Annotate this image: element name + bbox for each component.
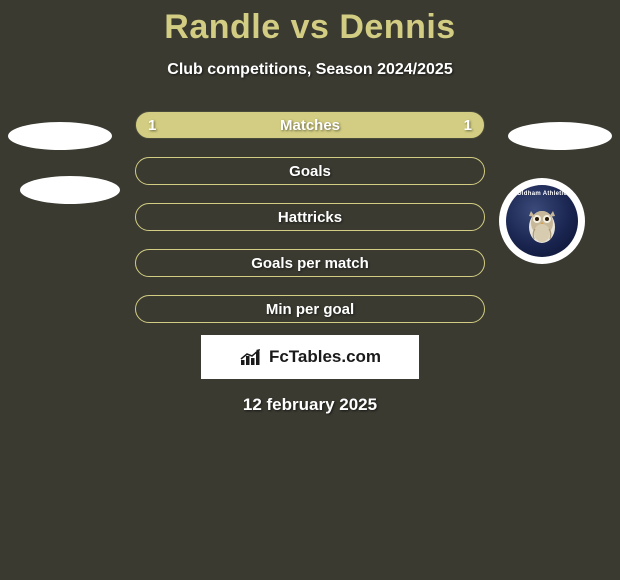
stat-row-matches: 1 Matches 1 <box>135 111 485 139</box>
stat-label: Matches <box>280 117 340 134</box>
stat-bar-goals: Goals <box>135 157 485 185</box>
stat-row-hattricks: Hattricks <box>135 203 485 231</box>
page-title: Randle vs Dennis <box>0 0 620 47</box>
stat-label: Min per goal <box>266 301 354 318</box>
stat-right-value: 1 <box>464 117 472 134</box>
logo-text: FcTables.com <box>269 347 381 367</box>
chart-icon <box>239 347 263 367</box>
stat-bar-matches: 1 Matches 1 <box>135 111 485 139</box>
stats-container: 1 Matches 1 Goals Hattricks Goals per ma… <box>0 111 620 323</box>
stat-row-goals: Goals <box>135 157 485 185</box>
stat-label: Goals per match <box>251 255 369 272</box>
logo-box[interactable]: FcTables.com <box>201 335 419 379</box>
stat-bar-gpm: Goals per match <box>135 249 485 277</box>
stat-row-gpm: Goals per match <box>135 249 485 277</box>
stat-bar-hattricks: Hattricks <box>135 203 485 231</box>
date-text: 12 february 2025 <box>0 395 620 415</box>
subtitle: Club competitions, Season 2024/2025 <box>0 61 620 79</box>
stat-bar-mpg: Min per goal <box>135 295 485 323</box>
stat-row-mpg: Min per goal <box>135 295 485 323</box>
stat-label: Goals <box>289 163 331 180</box>
stat-label: Hattricks <box>278 209 342 226</box>
stat-left-value: 1 <box>148 117 156 134</box>
